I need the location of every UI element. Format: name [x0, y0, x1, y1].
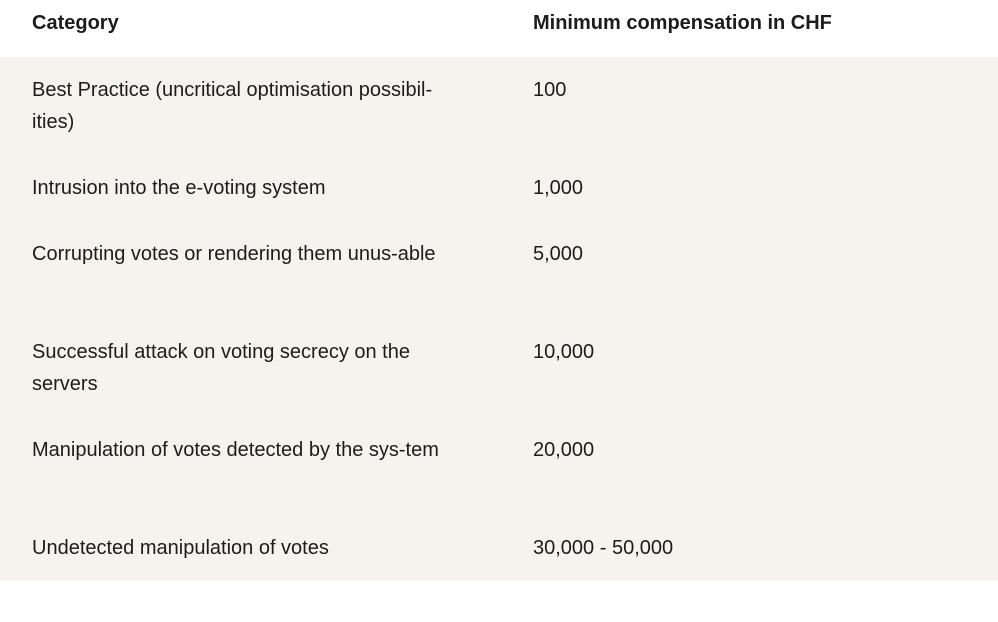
category-cell: Best Practice (uncritical optimisation p…: [32, 79, 433, 133]
compensation-cell: 20,000: [533, 439, 595, 461]
table-header: Category Minimum compensation in CHF: [0, 0, 998, 57]
compensation-cell: 5,000: [533, 243, 584, 265]
category-cell: Corrupting votes or rendering them unus-…: [32, 243, 436, 265]
table-row: Undetected manipulation of votes 30,000 …: [0, 515, 998, 581]
header-category: Category: [0, 0, 501, 57]
category-cell: Manipulation of votes detected by the sy…: [32, 439, 439, 461]
category-cell: Successful attack on voting secrecy on t…: [32, 341, 410, 395]
table-row: Corrupting votes or rendering them unus-…: [0, 221, 998, 319]
category-cell: Undetected manipulation of votes: [32, 537, 329, 559]
compensation-cell: 100: [533, 79, 567, 101]
table-row: Intrusion into the e-voting system 1,000: [0, 155, 998, 221]
category-cell: Intrusion into the e-voting system: [32, 177, 326, 199]
header-compensation: Minimum compensation in CHF: [501, 0, 998, 57]
compensation-table: Category Minimum compensation in CHF Bes…: [0, 0, 998, 581]
table-row: Successful attack on voting secrecy on t…: [0, 319, 998, 417]
compensation-cell: 1,000: [533, 177, 584, 199]
compensation-cell: 30,000 - 50,000: [533, 537, 674, 559]
compensation-cell: 10,000: [533, 341, 595, 363]
header-row: Category Minimum compensation in CHF: [0, 0, 998, 57]
table-row: Best Practice (uncritical optimisation p…: [0, 57, 998, 155]
table-body: Best Practice (uncritical optimisation p…: [0, 57, 998, 581]
table-row: Manipulation of votes detected by the sy…: [0, 417, 998, 515]
